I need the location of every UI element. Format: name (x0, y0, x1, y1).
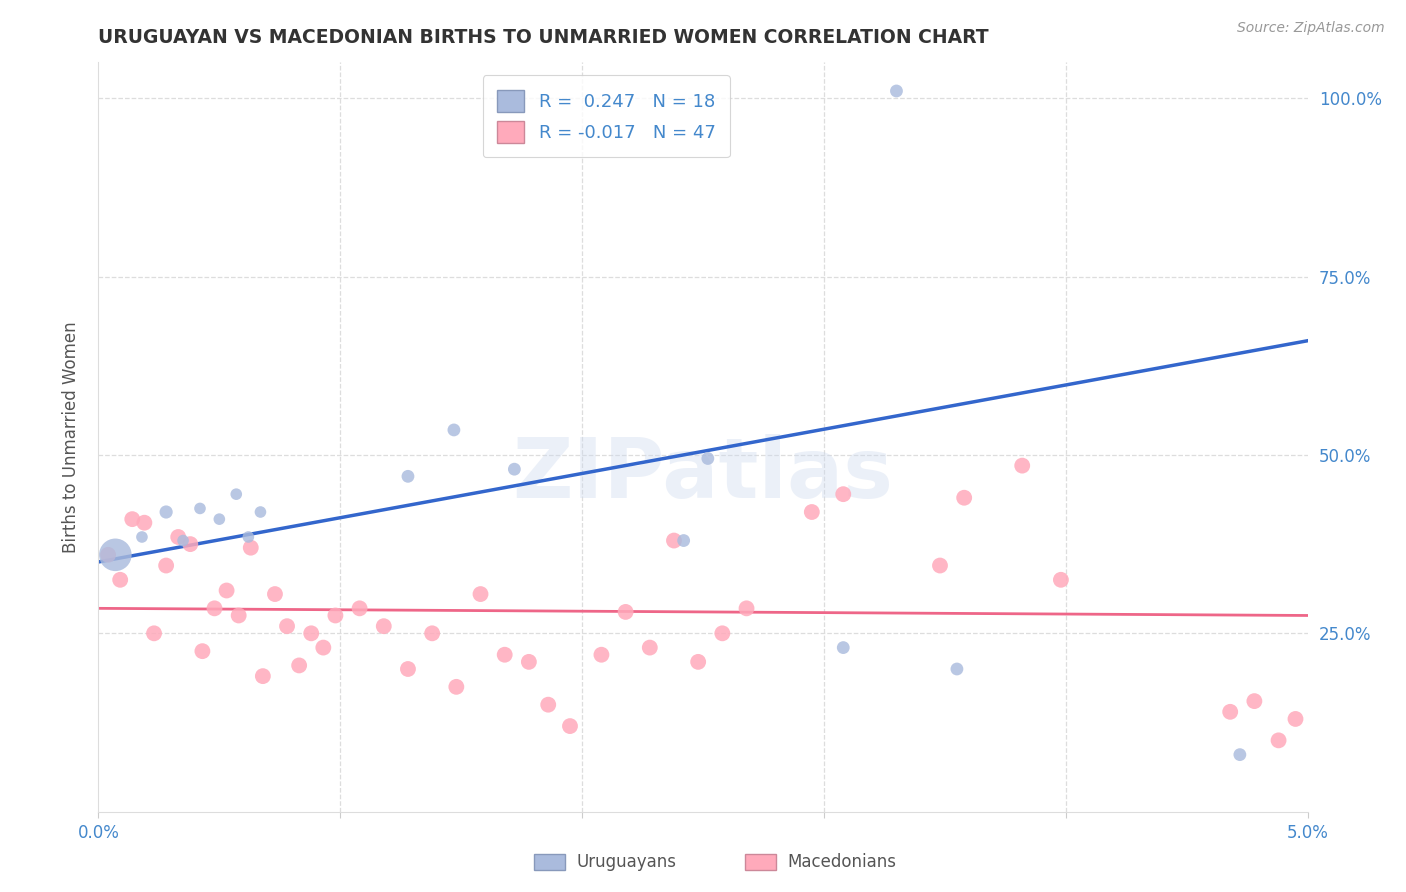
Point (104, 548, 127, 562)
Point (696, 451, 718, 466)
Point (614, 605, 637, 619)
Text: Macedonians: Macedonians (787, 854, 897, 871)
Point (108, 573, 131, 587)
Point (215, 583, 238, 598)
Point (188, 501, 211, 516)
Point (264, 587, 287, 601)
Point (131, 530, 153, 544)
Point (252, 669, 274, 683)
Point (886, 84, 908, 98)
Point (494, 648, 516, 662)
Point (929, 558, 952, 573)
Point (711, 626, 734, 640)
Point (420, 626, 443, 640)
Point (225, 487, 247, 501)
Point (325, 608, 347, 623)
Point (446, 680, 468, 694)
Point (172, 533, 194, 548)
Point (1219, 705, 1241, 719)
Point (1243, 694, 1265, 708)
Point (832, 640, 855, 655)
Point (443, 423, 465, 437)
Text: URUGUAYAN VS MACEDONIAN BIRTHS TO UNMARRIED WOMEN CORRELATION CHART: URUGUAYAN VS MACEDONIAN BIRTHS TO UNMARR… (98, 28, 988, 47)
Point (1229, 747, 1251, 762)
Point (1050, 573, 1073, 587)
Point (155, 558, 177, 573)
Point (228, 608, 250, 623)
Point (249, 505, 271, 519)
Point (239, 541, 262, 555)
Point (953, 491, 976, 505)
Point (191, 644, 214, 658)
Point (662, 533, 685, 548)
Point (470, 587, 492, 601)
Point (591, 648, 613, 662)
Point (238, 530, 260, 544)
Point (312, 640, 335, 655)
Point (155, 505, 177, 519)
Point (503, 462, 526, 476)
Point (121, 512, 143, 526)
Point (204, 601, 226, 615)
Point (638, 640, 661, 655)
Point (688, 655, 710, 669)
Point (276, 619, 298, 633)
Point (832, 487, 855, 501)
Point (396, 469, 419, 483)
Point (167, 530, 190, 544)
Point (143, 626, 166, 640)
Y-axis label: Births to Unmarried Women: Births to Unmarried Women (62, 321, 80, 553)
Point (208, 512, 231, 526)
Legend: R =  0.247   N = 18, R = -0.017   N = 47: R = 0.247 N = 18, R = -0.017 N = 47 (482, 75, 730, 157)
Point (288, 658, 311, 673)
Point (946, 662, 969, 676)
Point (179, 537, 201, 551)
Point (373, 619, 395, 633)
Point (299, 626, 322, 640)
Point (558, 719, 581, 733)
Point (97, 548, 120, 562)
Point (517, 655, 540, 669)
Point (134, 516, 156, 530)
Point (1284, 712, 1306, 726)
Text: ZIPatlas: ZIPatlas (513, 434, 893, 515)
Text: Uruguayans: Uruguayans (576, 854, 676, 871)
Point (1267, 733, 1289, 747)
Point (800, 505, 823, 519)
Text: Source: ZipAtlas.com: Source: ZipAtlas.com (1237, 21, 1385, 35)
Point (735, 601, 758, 615)
Point (537, 698, 560, 712)
Point (672, 533, 695, 548)
Point (349, 601, 371, 615)
Point (396, 662, 419, 676)
Point (1011, 458, 1033, 473)
